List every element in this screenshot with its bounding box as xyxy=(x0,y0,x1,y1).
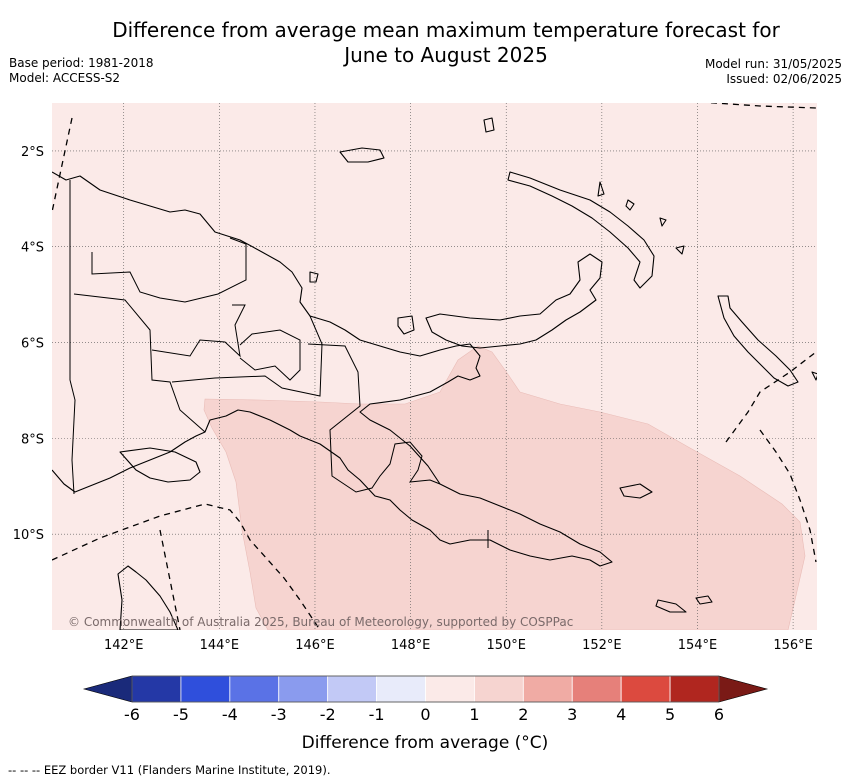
colorbar-tick-label: -1 xyxy=(369,705,385,724)
lat-tick-label: 8°S xyxy=(21,432,44,447)
gridlines xyxy=(52,103,817,630)
colorbar-tick-label: 6 xyxy=(714,705,724,724)
province-borders xyxy=(69,180,489,548)
colorbar-segment xyxy=(376,675,426,703)
colorbar-segment xyxy=(131,675,182,703)
lat-tick-label: 2°S xyxy=(21,145,44,160)
longitude-tick-labels: 142°E 144°E 146°E 148°E 150°E 152°E 154°E 156°E xyxy=(104,638,813,653)
base-period-text: Base period: 1981-2018 xyxy=(9,56,154,70)
southern-fly-coast xyxy=(119,447,201,483)
colorbar-segment xyxy=(571,675,622,703)
warm-anomaly-region xyxy=(203,345,806,630)
meta-right: Model run: 31/05/2025 Issued: 02/06/2025 xyxy=(705,57,842,87)
lat-tick-label: 4°S xyxy=(21,241,44,256)
colorbar-label: Difference from average (°C) xyxy=(301,733,549,753)
colorbar-segment xyxy=(327,675,377,703)
colorbar-tick-label: 5 xyxy=(665,705,675,724)
colorbar-segment xyxy=(425,675,475,703)
eez-borders xyxy=(52,103,817,630)
colorbar-segment xyxy=(669,675,720,703)
model-run-text: Model run: 31/05/2025 xyxy=(704,57,842,71)
colorbar-segment xyxy=(474,675,524,703)
lat-tick-label: 10°S xyxy=(13,528,44,543)
lon-tick-label: 148°E xyxy=(391,638,431,653)
colorbar-tick-label: 1 xyxy=(469,705,479,724)
colorbar-tick-label: 2 xyxy=(518,705,528,724)
cape-york-coast xyxy=(117,565,179,630)
lon-tick-label: 154°E xyxy=(678,638,718,653)
colorbar-tick-label: 4 xyxy=(616,705,626,724)
title-line-2: June to August 2025 xyxy=(344,43,548,67)
colorbar-tick-label: -5 xyxy=(173,705,189,724)
issued-text: Issued: 02/06/2025 xyxy=(726,72,842,86)
lon-tick-label: 142°E xyxy=(104,638,144,653)
colorbar-tick-label: -4 xyxy=(222,705,238,724)
copyright-text: © Commonwealth of Australia 2025, Bureau… xyxy=(68,615,574,629)
colorbar-segment xyxy=(229,675,280,703)
coastlines xyxy=(52,117,817,630)
lon-tick-label: 156°E xyxy=(773,638,813,653)
lat-tick-label: 6°S xyxy=(21,337,44,352)
colorbar-tick-label: -3 xyxy=(271,705,287,724)
colorbar-tick-label: 3 xyxy=(567,705,577,724)
colorbar-frame xyxy=(131,675,720,703)
new-ireland-coast xyxy=(507,171,655,289)
small-islands xyxy=(309,117,817,381)
latitude-tick-labels: 2°S 4°S 6°S 8°S 10°S xyxy=(13,145,44,543)
eez-footnote: -- -- -- EEZ border V11 (Flanders Marine… xyxy=(8,763,331,777)
meta-left: Base period: 1981-2018 Model: ACCESS-S2 xyxy=(9,56,154,86)
colorbar-tick-label: 0 xyxy=(420,705,430,724)
lon-tick-label: 146°E xyxy=(295,638,335,653)
model-text: Model: ACCESS-S2 xyxy=(9,71,121,85)
colorbar-tick-label: -6 xyxy=(124,705,140,724)
map-title: Difference from average mean maximum tem… xyxy=(0,18,850,68)
lon-tick-label: 152°E xyxy=(582,638,622,653)
lon-tick-label: 144°E xyxy=(200,638,240,653)
colorbar-segment xyxy=(278,675,329,703)
new-guinea-coast xyxy=(52,171,613,567)
colorbar-tick-label: -2 xyxy=(320,705,336,724)
colorbar-over-arrow xyxy=(718,675,769,703)
colorbar-segment xyxy=(620,675,671,703)
colorbar-under-arrow xyxy=(82,675,133,703)
title-line-1: Difference from average mean maximum tem… xyxy=(112,18,780,42)
colorbar-segment xyxy=(522,675,573,703)
manus-coast xyxy=(339,147,385,163)
bougainville-coast xyxy=(717,295,799,387)
colorbar-segment xyxy=(180,675,231,703)
new-britain-coast xyxy=(425,253,603,349)
lon-tick-label: 150°E xyxy=(486,638,526,653)
islands-east xyxy=(619,483,713,613)
colorbar: -6 -5 -4 -3 -2 -1 0 1 2 3 4 5 6 xyxy=(82,675,769,724)
